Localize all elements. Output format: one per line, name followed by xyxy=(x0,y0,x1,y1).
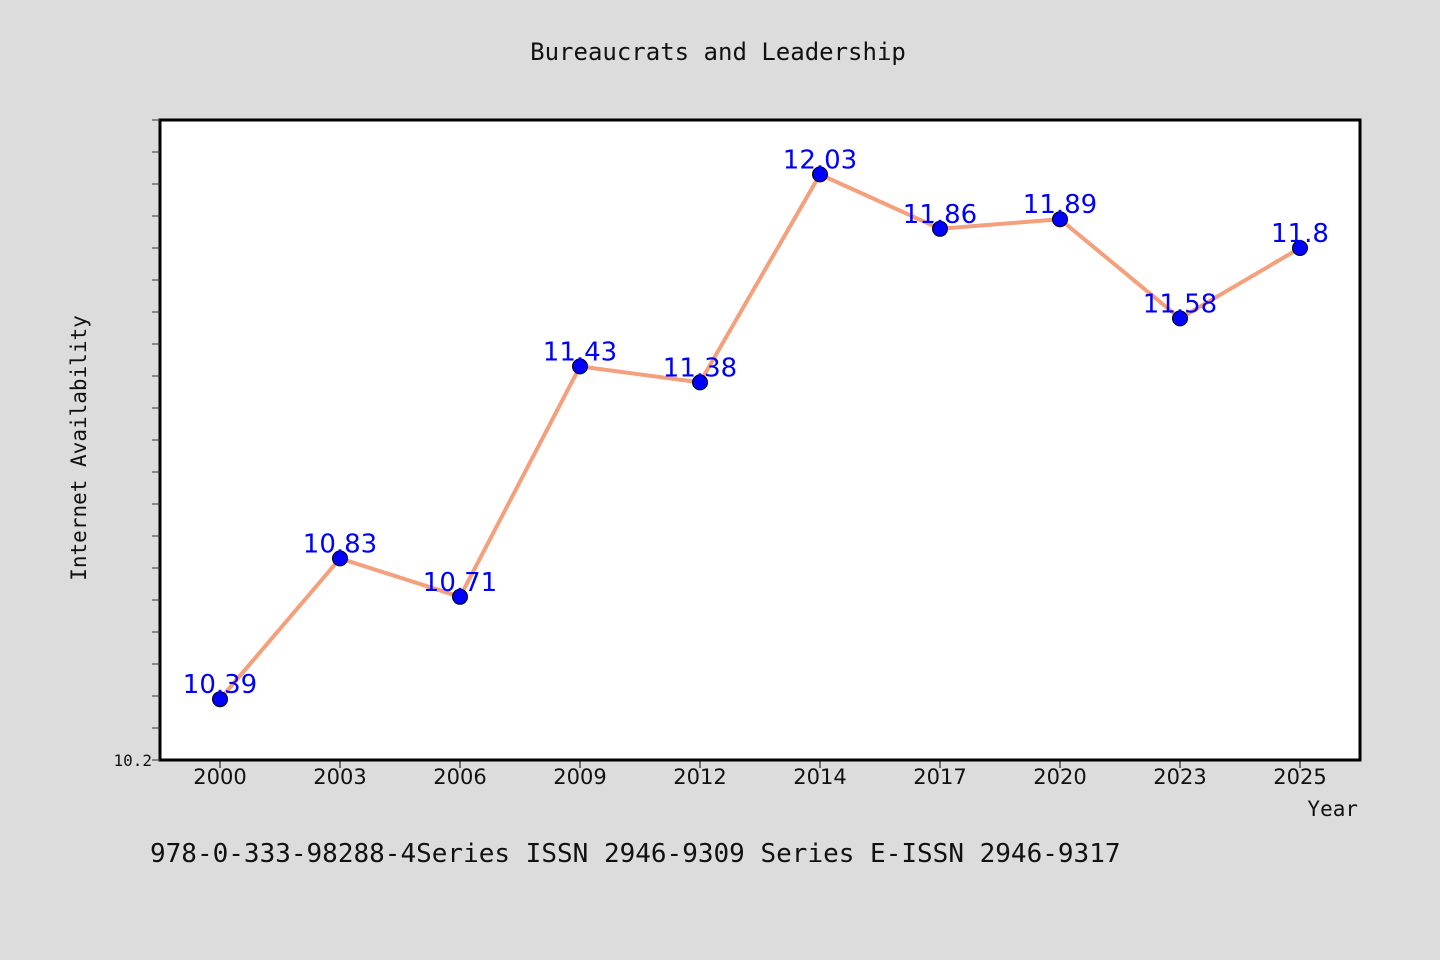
data-label: 11.89 xyxy=(1023,190,1097,220)
x-tick-label: 2017 xyxy=(913,765,966,789)
x-axis-label: Year xyxy=(1307,797,1358,821)
data-point xyxy=(1292,240,1308,256)
data-point xyxy=(572,358,588,375)
x-tick-label: 2009 xyxy=(553,765,606,789)
y-axis-ticks xyxy=(152,119,160,761)
x-tick-label: 2003 xyxy=(313,765,366,789)
series-markers xyxy=(212,166,1308,708)
y-tick-label: 10.2 xyxy=(113,751,152,770)
data-point xyxy=(332,550,348,567)
data-point xyxy=(692,374,708,391)
data-label: 11.86 xyxy=(903,200,977,230)
x-tick-label: 2006 xyxy=(433,765,486,789)
data-point xyxy=(1172,310,1188,327)
chart-title: Bureaucrats and Leadership xyxy=(530,38,906,66)
data-label: 10.71 xyxy=(423,568,497,598)
data-label: 11.43 xyxy=(543,337,617,367)
data-labels: 10.39 10.83 10.71 11.43 11.38 12.03 11.86 11.89… xyxy=(183,145,1329,700)
x-tick-label: 2025 xyxy=(1273,765,1326,789)
data-label: 11.8 xyxy=(1271,219,1329,249)
plot-area xyxy=(158,118,1362,762)
x-axis-ticks: 2000 2003 2006 2009 2012 2014 2017 2020 2023 2025 xyxy=(193,760,1327,789)
data-point xyxy=(932,220,948,237)
footer-isbn-issn: 978-0-333-98288-4Series ISSN 2946-9309 S… xyxy=(150,839,1121,869)
series-line xyxy=(218,172,1302,701)
y-axis-label: Internet Availability xyxy=(67,315,91,581)
x-tick-label: 2000 xyxy=(193,765,246,789)
data-label: 11.58 xyxy=(1143,289,1217,319)
x-tick-label: 2012 xyxy=(673,765,726,789)
data-point xyxy=(1052,211,1068,228)
data-point xyxy=(812,166,828,183)
data-label: 10.83 xyxy=(303,529,377,559)
data-label: 12.03 xyxy=(783,145,857,175)
x-tick-label: 2014 xyxy=(793,765,846,789)
data-label: 10.39 xyxy=(183,670,257,700)
data-label: 11.38 xyxy=(663,353,737,383)
data-point xyxy=(452,588,468,605)
data-point xyxy=(212,691,228,708)
x-tick-label: 2023 xyxy=(1153,765,1206,789)
x-tick-label: 2020 xyxy=(1033,765,1086,789)
